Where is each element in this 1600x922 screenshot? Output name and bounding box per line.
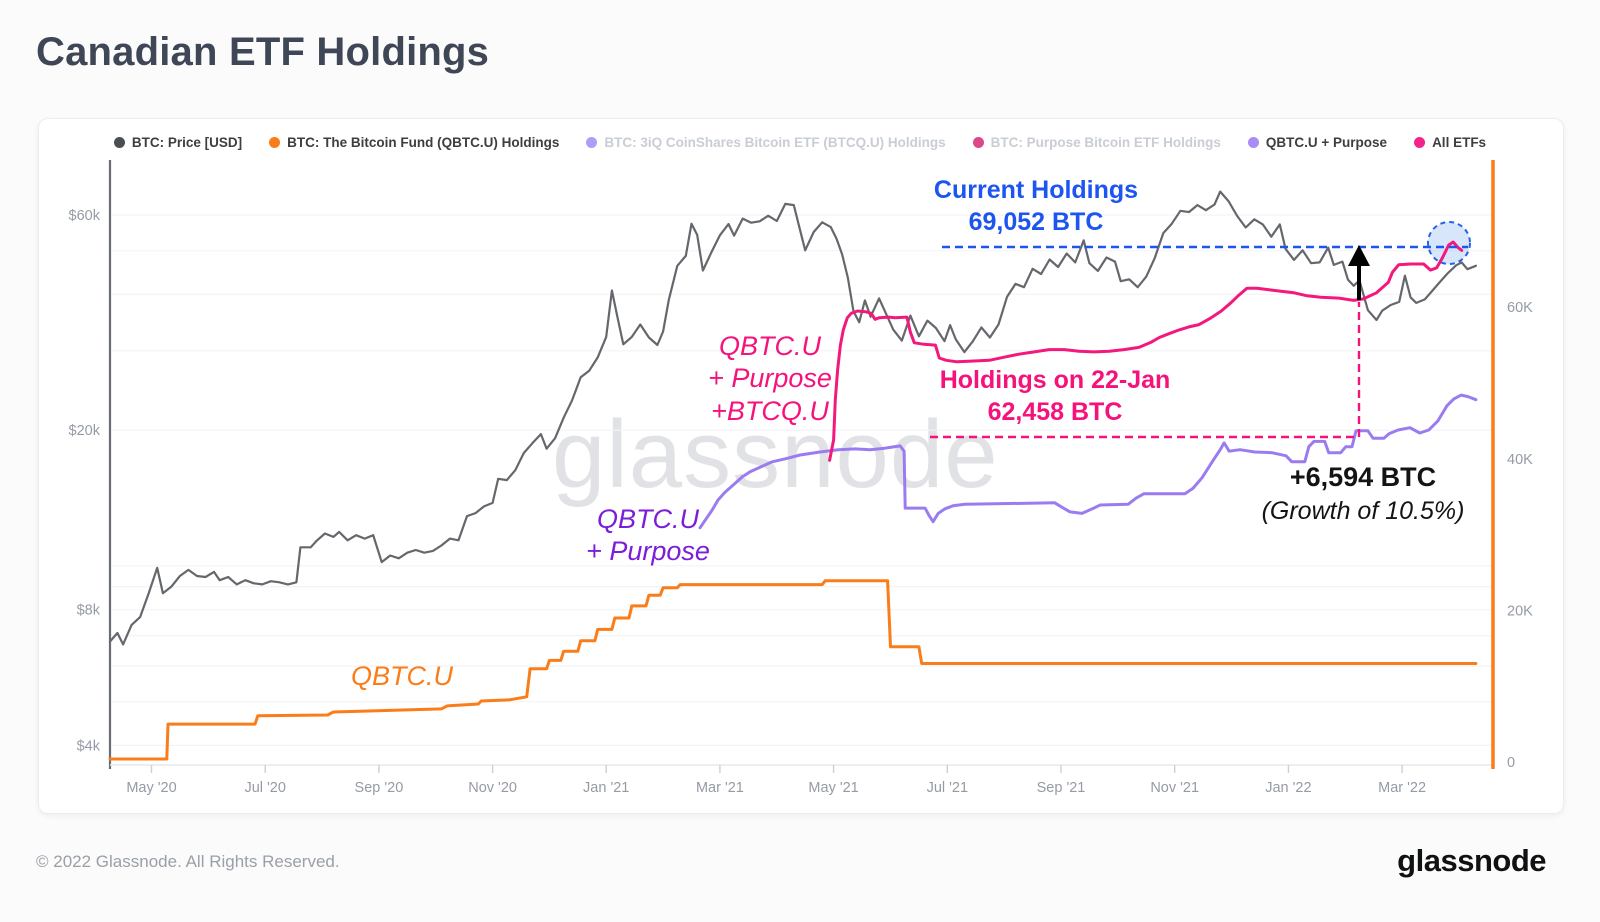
chart-legend: BTC: Price [USD] BTC: The Bitcoin Fund (Q… bbox=[38, 131, 1562, 153]
y-right-axis-label: 0 bbox=[1507, 755, 1515, 771]
x-axis-label: Nov '21 bbox=[1150, 780, 1199, 796]
legend-item-label: BTC: Purpose Bitcoin ETF Holdings bbox=[990, 134, 1221, 150]
x-axis-label: Jul '20 bbox=[244, 780, 285, 796]
x-axis-label: May '21 bbox=[808, 780, 858, 796]
glassnode-logo: glassnode bbox=[1397, 843, 1546, 878]
annotation-current-holdings-title: Current Holdings bbox=[933, 176, 1139, 204]
x-axis-label: Sep '21 bbox=[1037, 780, 1086, 796]
x-axis-label: Nov '20 bbox=[468, 780, 517, 796]
annotation-growth-percent: (Growth of 10.5%) bbox=[1261, 496, 1465, 525]
legend-item-label: QBTC.U + Purpose bbox=[1265, 134, 1388, 150]
y-left-axis-label: $4k bbox=[77, 738, 101, 754]
legend-dot-icon bbox=[972, 136, 984, 148]
legend-item-label: All ETFs bbox=[1432, 134, 1487, 150]
y-right-axis-label: 40K bbox=[1507, 452, 1533, 468]
x-axis-label: Sep '20 bbox=[355, 780, 404, 796]
legend-dot-icon bbox=[269, 136, 281, 148]
x-axis-label: Jul '21 bbox=[927, 780, 968, 796]
series-btc-price bbox=[108, 190, 1477, 646]
x-axis-label: Mar '21 bbox=[696, 780, 744, 796]
y-right-axis-label: 20K bbox=[1507, 603, 1533, 619]
series-label-all-etfs-line3: +BTCQ.U bbox=[711, 395, 829, 426]
legend-item-2[interactable]: BTC: 3iQ CoinShares Bitcoin ETF (BTCQ.U)… bbox=[586, 134, 946, 150]
annotation-current-holdings-value: 69,052 BTC bbox=[968, 208, 1104, 236]
legend-item-3[interactable]: BTC: Purpose Bitcoin ETF Holdings bbox=[972, 134, 1221, 150]
legend-dot-icon bbox=[1414, 136, 1426, 148]
series-all-etfs bbox=[828, 240, 1464, 462]
y-left-axis-label: $20k bbox=[69, 423, 101, 439]
series-label-qbtc-line1: QBTC.U bbox=[350, 661, 453, 691]
annotation-growth: +6,594 BTC (Growth of 10.5%) bbox=[1218, 460, 1508, 527]
series-label-qbtc-purpose: QBTC.U + Purpose bbox=[543, 503, 753, 568]
x-axis-label: Mar '22 bbox=[1378, 780, 1426, 796]
legend-item-1[interactable]: BTC: The Bitcoin Fund (QBTC.U) Holdings bbox=[269, 135, 559, 150]
growth-arrow-head bbox=[1348, 245, 1370, 266]
page-title: Canadian ETF Holdings bbox=[36, 30, 490, 74]
series-qbtc-holdings bbox=[108, 579, 1478, 761]
annotation-growth-value: +6,594 BTC bbox=[1289, 462, 1437, 492]
x-axis-label: May '20 bbox=[126, 780, 176, 796]
legend-item-0[interactable]: BTC: Price [USD] bbox=[113, 134, 243, 150]
legend-item-label: BTC: 3iQ CoinShares Bitcoin ETF (BTCQ.U)… bbox=[604, 134, 946, 150]
y-right-axis-label: 60K bbox=[1507, 300, 1533, 316]
legend-item-5[interactable]: All ETFs bbox=[1414, 135, 1486, 150]
series-label-qbtc-purpose-line2: + Purpose bbox=[586, 536, 710, 567]
glassnode-watermark: glassnode bbox=[552, 401, 999, 508]
legend-item-4[interactable]: QBTC.U + Purpose bbox=[1247, 134, 1388, 150]
copyright-text: © 2022 Glassnode. All Rights Reserved. bbox=[36, 852, 340, 871]
annotation-jan22-value: 62,458 BTC bbox=[987, 398, 1123, 426]
legend-item-label: BTC: Price [USD] bbox=[131, 134, 243, 150]
series-label-all-etfs-line1: QBTC.U bbox=[718, 331, 821, 361]
x-axis-label: Jan '22 bbox=[1265, 780, 1311, 796]
series-qbtc-plus-purpose bbox=[698, 393, 1478, 530]
x-axis-label: Jan '21 bbox=[583, 780, 629, 796]
series-label-qbtc: QBTC.U bbox=[322, 660, 482, 692]
legend-dot-icon bbox=[1247, 136, 1259, 148]
jan22-holdings-dashed-line bbox=[930, 302, 1361, 439]
legend-dot-icon bbox=[113, 136, 125, 148]
series-label-qbtc-purpose-line1: QBTC.U bbox=[596, 504, 699, 534]
series-label-all-etfs-line2: + Purpose bbox=[708, 363, 832, 394]
series-label-all-etfs: QBTC.U + Purpose +BTCQ.U bbox=[660, 330, 880, 427]
legend-dot-icon bbox=[586, 136, 598, 148]
annotation-jan22-title: Holdings on 22-Jan bbox=[939, 366, 1171, 394]
endpoint-highlight-border bbox=[1427, 221, 1471, 265]
legend-item-label: BTC: The Bitcoin Fund (QBTC.U) Holdings bbox=[287, 134, 560, 150]
y-left-axis-label: $8k bbox=[77, 603, 101, 619]
annotation-current-holdings: Current Holdings 69,052 BTC bbox=[876, 174, 1196, 238]
y-left-axis-label: $60k bbox=[69, 208, 101, 224]
annotation-jan22-holdings: Holdings on 22-Jan 62,458 BTC bbox=[895, 364, 1215, 428]
